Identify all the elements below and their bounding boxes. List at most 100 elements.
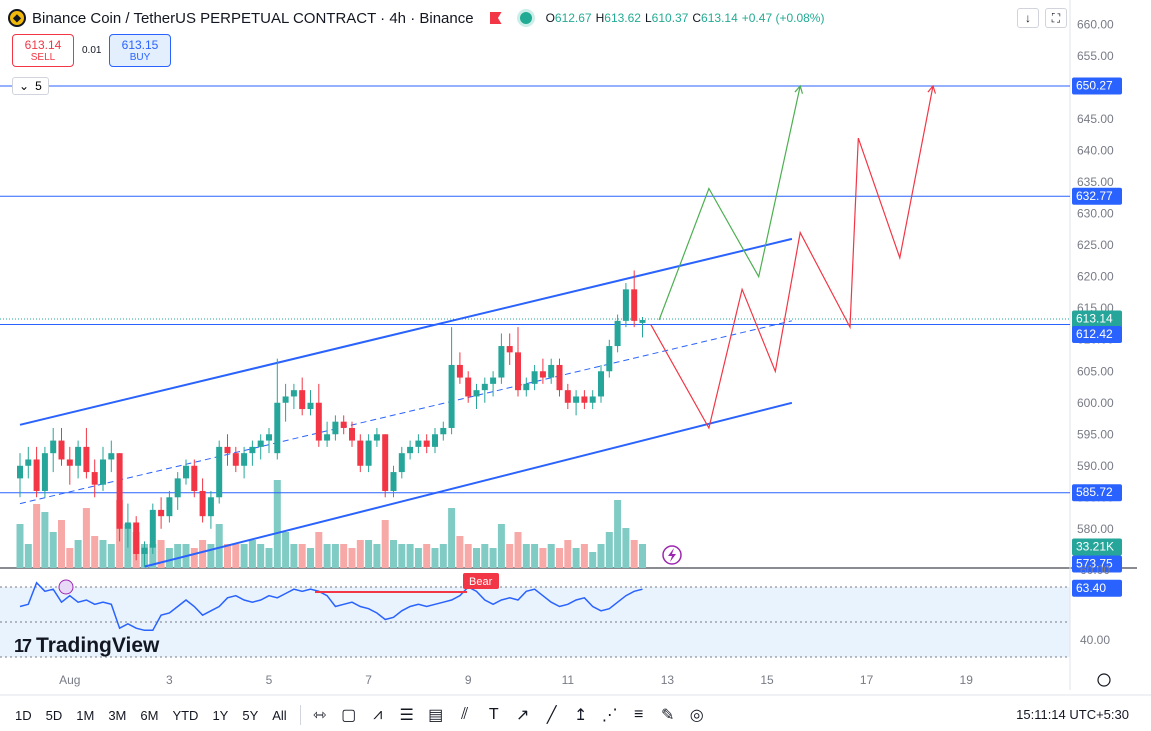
pattern-icon[interactable]: ⋰ [601, 707, 618, 724]
candle-body [423, 440, 430, 447]
arrow-icon[interactable]: ↗ [516, 707, 530, 724]
volume-profile-icon[interactable]: ▤ [428, 707, 444, 724]
order-icon[interactable]: ≡ [634, 706, 644, 723]
volume-bar [630, 540, 638, 568]
volume-bar [174, 544, 182, 568]
volume-bar [406, 544, 414, 568]
text-icon[interactable]: T [488, 706, 499, 723]
volume-bar [248, 540, 256, 568]
timeframe-1d[interactable]: 1D [15, 707, 32, 723]
candle [41, 446, 48, 498]
candle [481, 377, 488, 403]
volume-bar [414, 548, 422, 568]
candle-body [207, 497, 214, 517]
volume-bar [315, 532, 323, 568]
candle [357, 434, 364, 473]
timeframe-3m[interactable]: 3M [108, 707, 127, 723]
volume-bar [323, 544, 331, 568]
volume-bar [16, 524, 24, 568]
candle [598, 364, 604, 403]
rsi-line [19, 581, 643, 632]
level-label-box [1072, 326, 1122, 343]
timeframe-ytd[interactable]: YTD [172, 707, 199, 723]
candle-body [50, 440, 57, 454]
sell-button[interactable]: 613.14 SELL [12, 34, 74, 67]
close-value: 613.14 [701, 11, 738, 25]
candle-body [373, 434, 380, 441]
timeframe-1y[interactable]: 1Y [212, 707, 229, 723]
settings-gear-icon [1097, 673, 1111, 687]
brush-icon[interactable]: ✎ [661, 707, 675, 724]
long-position-icon[interactable]: ↥ [574, 707, 588, 724]
trendline-icon[interactable]: ╱ [546, 707, 557, 724]
candle [141, 541, 148, 567]
candle [340, 415, 347, 435]
clock[interactable]: 15:11:14 UTC+5:30 [1016, 707, 1129, 722]
indicators-toggle[interactable]: ⌄ 5 [12, 77, 49, 95]
level-label: 650.27 [1076, 79, 1113, 93]
date-range-icon[interactable]: ⇿ [313, 707, 327, 724]
candle [108, 440, 115, 473]
candle [382, 434, 389, 498]
candle-body [581, 396, 588, 403]
timeframe-5d[interactable]: 5D [45, 707, 63, 723]
candle [282, 383, 289, 422]
y-tick-label: 600.00 [1077, 396, 1114, 410]
candle [373, 427, 380, 447]
tradingview-logo[interactable]: 17 TradingView [14, 634, 159, 658]
timeframe-5y[interactable]: 5Y [242, 707, 259, 723]
volume-bar [564, 540, 572, 568]
volume-bar [556, 548, 563, 568]
timeframe-all[interactable]: All [272, 707, 287, 723]
price-chart[interactable]: 660.00655.00650.00645.00640.00635.00630.… [0, 0, 1151, 699]
volume-bar [99, 540, 107, 568]
candle-body [598, 371, 604, 397]
rectangle-icon[interactable]: ▢ [341, 707, 357, 724]
candle-body [149, 509, 156, 548]
candle [407, 440, 414, 460]
lightning-icon-glyph [668, 548, 676, 562]
volume-bar [58, 520, 65, 568]
y-tick-label: 630.00 [1077, 207, 1114, 221]
timeframe-1m[interactable]: 1M [76, 707, 95, 723]
candle [299, 377, 306, 416]
binance-coin-icon: ◆ [8, 9, 26, 27]
symbol-title[interactable]: Binance Coin / TetherUS PERPETUAL CONTRA… [32, 9, 474, 27]
candle-body [332, 421, 339, 435]
volume-bar [448, 508, 456, 568]
volume-bar [531, 544, 539, 568]
timeframe-6m[interactable]: 6M [140, 707, 159, 723]
candle [398, 446, 405, 479]
spread-value: 0.01 [82, 45, 102, 56]
fib-icon[interactable]: ☰ [399, 707, 414, 724]
buy-price: 613.15 [121, 38, 159, 52]
fullscreen-icon[interactable]: ⛶ [1045, 8, 1067, 28]
candle-body [83, 446, 90, 473]
volume-bar [107, 544, 115, 568]
buy-button[interactable]: 613.15 BUY [109, 34, 171, 67]
market-status-icon[interactable] [519, 12, 532, 24]
candle [58, 427, 65, 466]
level-label: 573.75 [1076, 557, 1113, 571]
candle [25, 446, 32, 479]
channel-mid-line [19, 320, 793, 505]
path-icon[interactable]: ⩘ [373, 706, 383, 723]
bear-signal-label: Bear [469, 576, 493, 588]
candle [216, 440, 223, 504]
parallel-channel-icon[interactable]: ⫽ [461, 706, 469, 723]
level-label-box [1072, 187, 1122, 205]
candle [116, 453, 123, 542]
candle-body [307, 402, 314, 410]
candle [531, 364, 538, 391]
candle [432, 427, 438, 454]
download-icon[interactable]: ↓ [1017, 8, 1039, 28]
volume-bar [199, 540, 207, 568]
flag-icon[interactable] [489, 12, 502, 24]
candle [124, 503, 131, 548]
candle-body [531, 371, 538, 384]
volume-label: 33.21K [1076, 540, 1114, 554]
y-tick-label: 620.00 [1077, 270, 1114, 284]
circle-icon[interactable]: ◎ [689, 707, 704, 724]
volume-bar [622, 528, 630, 568]
level-label-box [1072, 484, 1122, 502]
